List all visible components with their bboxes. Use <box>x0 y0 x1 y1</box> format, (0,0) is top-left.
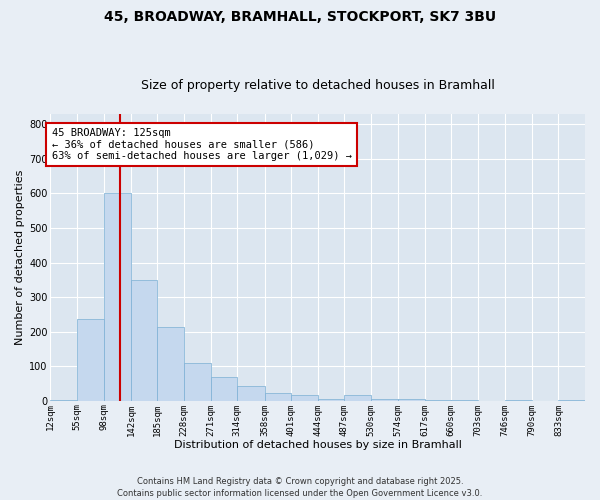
Title: Size of property relative to detached houses in Bramhall: Size of property relative to detached ho… <box>141 79 494 92</box>
Bar <box>505 400 532 401</box>
Bar <box>559 400 585 401</box>
Text: 45 BROADWAY: 125sqm
← 36% of detached houses are smaller (586)
63% of semi-detac: 45 BROADWAY: 125sqm ← 36% of detached ho… <box>52 128 352 161</box>
Bar <box>77 318 104 401</box>
Bar <box>265 393 291 401</box>
Bar <box>425 400 451 401</box>
Bar <box>344 394 371 401</box>
Bar <box>291 394 318 401</box>
X-axis label: Distribution of detached houses by size in Bramhall: Distribution of detached houses by size … <box>174 440 461 450</box>
Bar <box>131 280 157 401</box>
Bar <box>211 378 237 401</box>
Bar <box>451 400 478 401</box>
Bar <box>184 363 211 401</box>
Bar <box>237 386 265 401</box>
Text: 45, BROADWAY, BRAMHALL, STOCKPORT, SK7 3BU: 45, BROADWAY, BRAMHALL, STOCKPORT, SK7 3… <box>104 10 496 24</box>
Bar <box>50 400 77 401</box>
Y-axis label: Number of detached properties: Number of detached properties <box>15 170 25 345</box>
Text: Contains HM Land Registry data © Crown copyright and database right 2025.
Contai: Contains HM Land Registry data © Crown c… <box>118 476 482 498</box>
Bar <box>371 399 398 401</box>
Bar <box>104 194 131 401</box>
Bar <box>318 399 344 401</box>
Bar <box>398 399 425 401</box>
Bar <box>157 326 184 401</box>
